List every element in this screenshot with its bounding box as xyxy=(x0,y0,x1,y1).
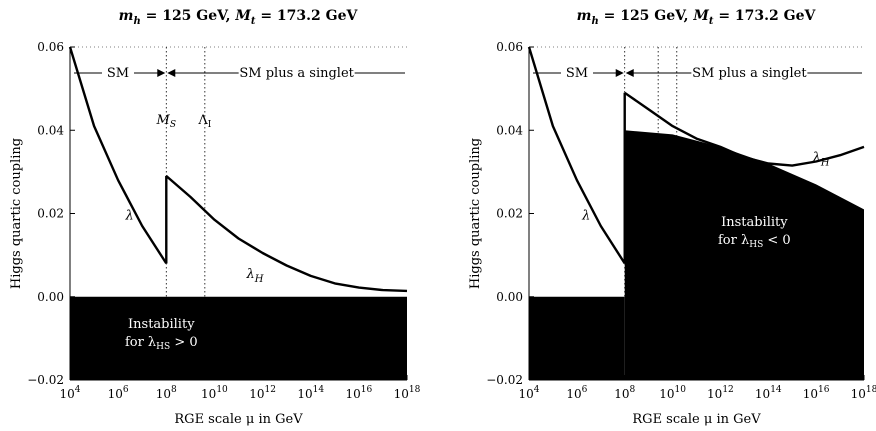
y-tick-label: 0.00 xyxy=(37,290,64,304)
x-tick-label: 1014 xyxy=(755,385,782,401)
y-tick-label: 0.04 xyxy=(37,123,64,137)
x-axis-label: RGE scale μ in GeV xyxy=(174,412,303,427)
y-tick-label: −0.02 xyxy=(27,373,64,387)
y-axis-label: Higgs quartic coupling xyxy=(468,138,483,289)
x-tick-label: 1018 xyxy=(394,385,421,401)
series-line-lambda xyxy=(68,46,168,265)
x-tick-label: 1012 xyxy=(249,385,276,401)
x-tick-label: 1010 xyxy=(659,385,686,401)
y-tick-label: 0.00 xyxy=(496,290,523,304)
instability-line-1: Instability xyxy=(721,215,788,230)
x-tick-label: 1014 xyxy=(297,385,324,401)
x-tick-label: 1012 xyxy=(707,385,734,401)
sm-label: SM xyxy=(566,66,588,81)
y-tick-label: 0.06 xyxy=(496,40,523,54)
x-tick-label: 108 xyxy=(156,385,177,401)
panel-1: mh = 125 GeV, Mt = 173.2 GeV 0.06 0.04 0.02… xyxy=(9,8,421,427)
series-line-lambda-h xyxy=(624,91,865,167)
lambda-label: λ xyxy=(581,209,590,224)
lambda-h-label: λH xyxy=(245,267,263,285)
panel-2: mh = 125 GeV, Mt = 173.2 GeV 0.06 0.04 0.02… xyxy=(468,8,876,427)
chart-title-2: mh = 125 GeV, Mt = 173.2 GeV xyxy=(577,8,817,27)
instability-line-2: for λHS < 0 xyxy=(718,233,791,250)
y-tick-label: −0.02 xyxy=(486,373,523,387)
instability-region-1 xyxy=(70,296,407,380)
sm-arrow-head xyxy=(157,69,166,77)
x-tick-label: 106 xyxy=(566,385,587,401)
y-tick-label: 0.04 xyxy=(496,123,523,137)
x-tick-label: 1016 xyxy=(803,385,830,401)
sm-label: SM xyxy=(107,66,129,81)
series-line-lambda xyxy=(527,46,626,265)
x-axis-label: RGE scale μ in GeV xyxy=(632,412,761,427)
instability-region-2 xyxy=(624,130,864,380)
y-tick-label: 0.06 xyxy=(37,40,64,54)
ms-label: MS xyxy=(156,113,176,130)
series-line-lambda-h xyxy=(165,175,408,293)
y-tick-label: 0.02 xyxy=(37,207,64,221)
x-tick-label: 104 xyxy=(518,385,539,401)
instability-line-1: Instability xyxy=(128,317,195,332)
singlet-label: SM plus a singlet xyxy=(692,66,807,81)
lambda-i-label: ΛI xyxy=(197,113,211,130)
x-tick-label: 1010 xyxy=(201,385,228,401)
x-tick-label: 1016 xyxy=(345,385,372,401)
instability-line-2: for λHS > 0 xyxy=(125,335,198,352)
instability-region-1 xyxy=(529,296,625,380)
y-axis-label: Higgs quartic coupling xyxy=(9,138,24,289)
lambda-label: λ xyxy=(125,209,134,224)
x-tick-label: 108 xyxy=(614,385,635,401)
x-tick-label: 1018 xyxy=(851,385,876,401)
singlet-label: SM plus a singlet xyxy=(239,66,354,81)
y-tick-label: 0.02 xyxy=(496,207,523,221)
x-tick-label: 106 xyxy=(108,385,129,401)
x-tick-label: 104 xyxy=(59,385,80,401)
chart-title-1: mh = 125 GeV, Mt = 173.2 GeV xyxy=(119,8,359,27)
lambda-h-label: λH xyxy=(812,150,830,168)
sm-arrow-head xyxy=(615,69,624,77)
